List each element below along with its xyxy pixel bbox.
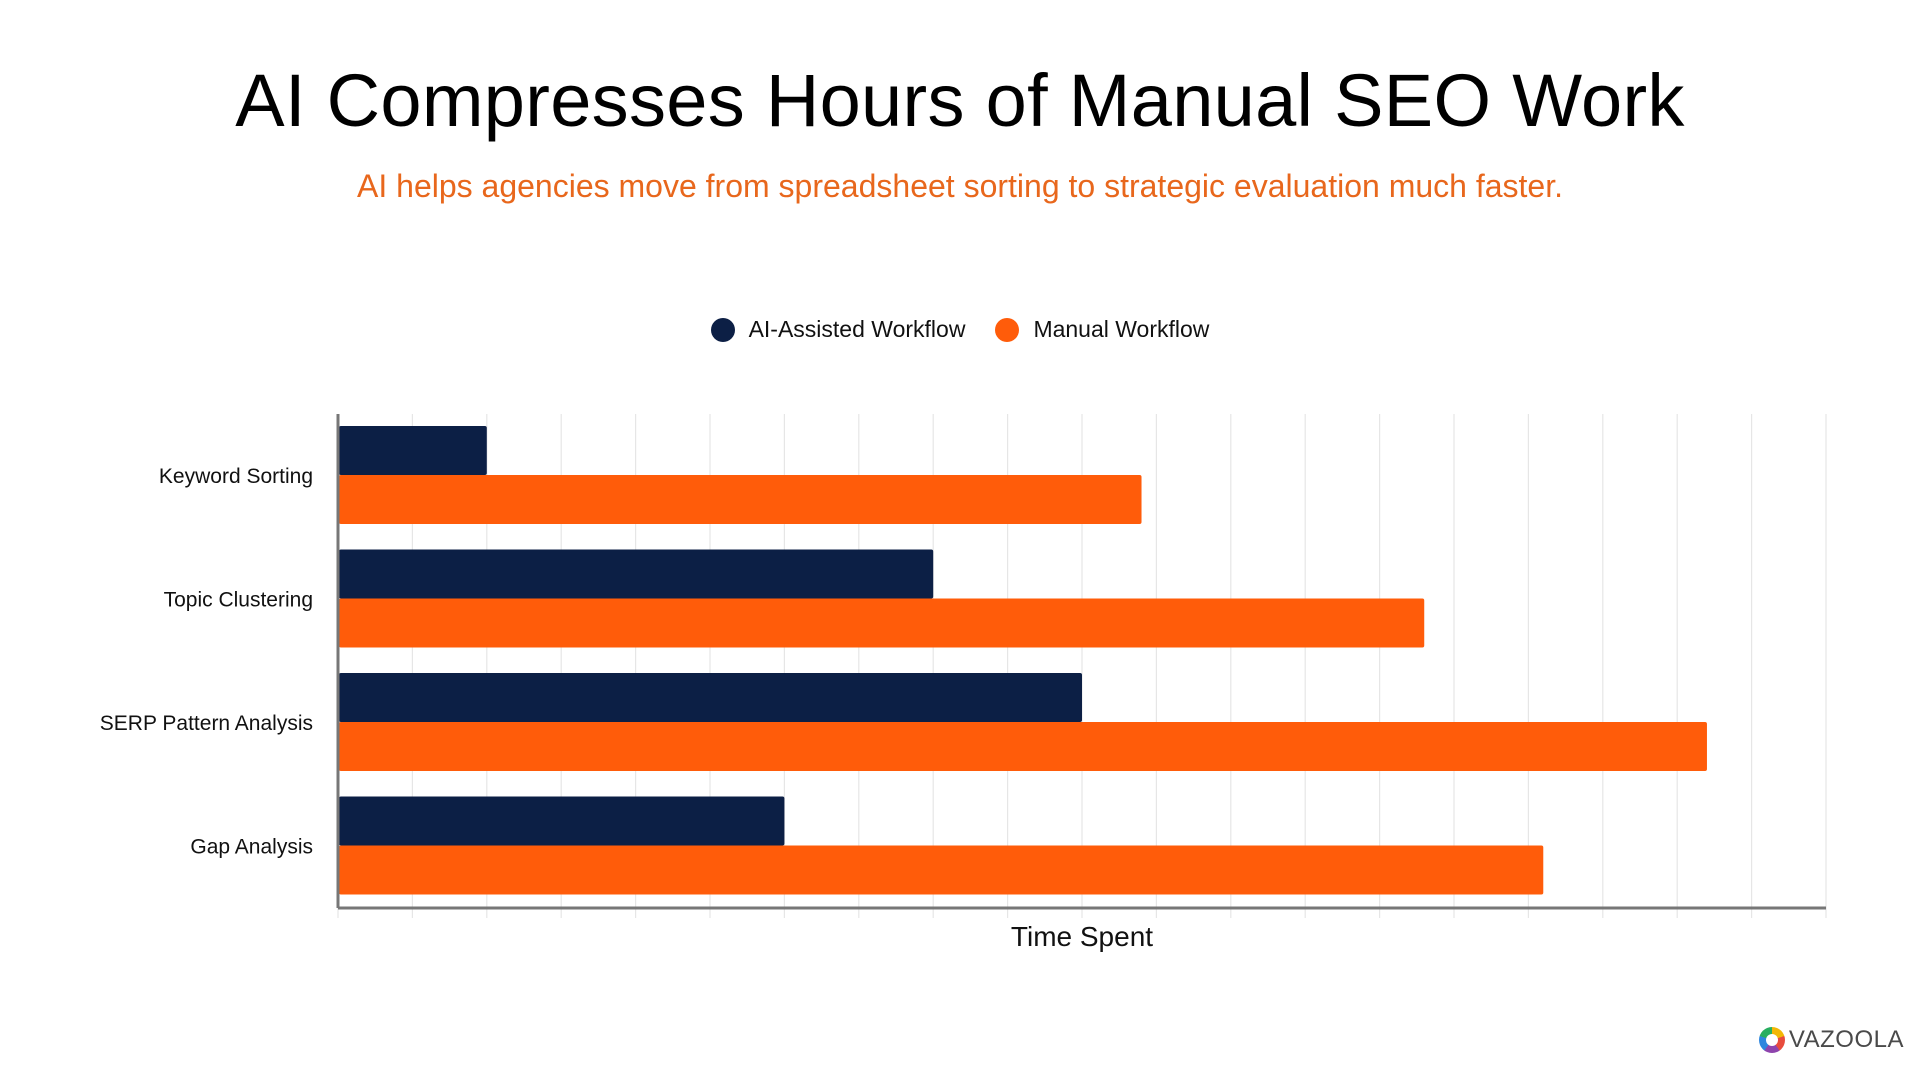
bar-manual [339,845,1544,895]
category-label: Topic Clustering [164,589,313,612]
bar-ai-assisted [339,796,785,846]
bar-manual [339,475,1142,524]
brand-logo: VAZOOLA [1758,1026,1904,1054]
category-label: Keyword Sorting [159,465,313,488]
bar-manual [339,598,1425,648]
chart-legend: AI-Assisted Workflow Manual Workflow [0,316,1920,343]
chart-title: AI Compresses Hours of Manual SEO Work [235,59,1685,142]
legend-swatch-ai [710,317,735,342]
legend-label-manual: Manual Workflow [1033,316,1210,342]
bar-ai-assisted [339,549,934,599]
legend-swatch-manual [995,317,1020,342]
category-label: Gap Analysis [190,836,313,859]
x-axis-label: Time Spent [1011,921,1153,952]
bar-ai-assisted [339,426,487,475]
legend-item-ai: AI-Assisted Workflow [710,316,966,343]
vazoola-ring-logo-icon [1758,1027,1785,1053]
bar-ai-assisted [339,673,1082,722]
legend-label-ai: AI-Assisted Workflow [748,316,966,342]
bar-manual [339,722,1707,771]
chart-subtitle: AI helps agencies move from spreadsheet … [357,168,1563,204]
category-label: SERP Pattern Analysis [100,712,313,735]
legend-item-manual: Manual Workflow [995,316,1209,343]
brand-logo-text: VAZOOLA [1788,1026,1904,1053]
